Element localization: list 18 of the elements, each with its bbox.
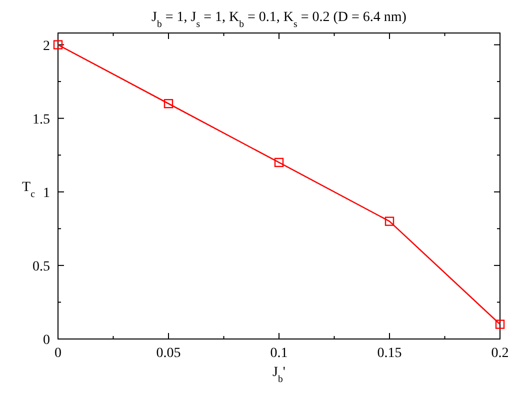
y-tick-label: 0	[43, 333, 50, 348]
y-tick-label: 1.5	[32, 112, 50, 128]
x-tick-label: 0.05	[156, 346, 181, 361]
point	[274, 158, 284, 168]
point	[495, 320, 505, 329]
point	[164, 99, 174, 108]
point	[384, 216, 394, 226]
y-tick-label: 2	[43, 38, 50, 54]
x-tick-label: 0	[54, 346, 62, 361]
point	[53, 40, 63, 50]
x-tick-label: 0.2	[491, 346, 509, 361]
y-tick-label: 1	[43, 186, 50, 201]
x-tick-label: 0.1	[270, 346, 288, 361]
chart-title: J$_{b}$ = 1, J$_{s}$ = 1, K$_{b}$ = 0.1, K$_{s}$ = 0.2 (D = 6.4 nm)	[152, 10, 406, 30]
x-tick-label: 0.15	[377, 346, 402, 361]
y-tick-label: 0.5	[32, 259, 50, 274]
y-axis-title: T$_{c}$	[22, 180, 36, 200]
x-axis-title: J$_{b}$'	[272, 365, 286, 384]
